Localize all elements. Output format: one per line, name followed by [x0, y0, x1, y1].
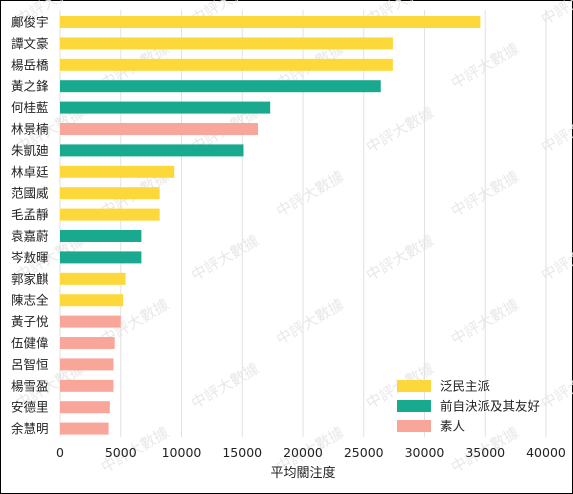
- x-tick-label: 25000: [344, 445, 384, 460]
- x-tick-label: 40000: [526, 445, 566, 460]
- bar: [60, 187, 160, 200]
- category-label: 朱凱廸: [11, 143, 49, 158]
- bar: [60, 379, 114, 392]
- legend-swatch: [397, 400, 431, 412]
- bar: [60, 251, 142, 264]
- bar: [60, 165, 175, 178]
- category-label: 岑敖暉: [11, 250, 49, 265]
- watermark-text: 中評大數據: [273, 167, 347, 220]
- category-label: 林卓廷: [11, 164, 49, 179]
- x-tick-label: 20000: [283, 445, 323, 460]
- x-axis-title: 平均關注度: [270, 465, 335, 481]
- bar: [60, 422, 109, 435]
- x-tick-labels: 0 5000 10000 15000 20000 25000 30000 35000 40000: [56, 445, 566, 460]
- category-labels: 鄺俊宇譚文豪楊岳橋黃之鋒何桂藍林景楠朱凱廸林卓廷范國威毛孟靜袁嘉蔚岑敖暉郭家麒陳…: [11, 15, 49, 437]
- x-tick-label: 0: [56, 445, 64, 460]
- bar: [60, 58, 393, 71]
- legend-swatch: [397, 420, 431, 432]
- x-tick-label: 10000: [162, 445, 202, 460]
- watermark-text: 中評大數據: [363, 103, 437, 156]
- category-label: 黃子悅: [11, 314, 49, 329]
- bar: [60, 123, 259, 135]
- category-label: 楊岳橋: [11, 57, 49, 72]
- category-label: 鄺俊宇: [11, 15, 49, 30]
- watermark-text: 中評大數據: [538, 359, 573, 412]
- category-label: 呂智恒: [11, 357, 49, 372]
- x-tick-label: 30000: [405, 445, 445, 460]
- bar: [60, 337, 115, 349]
- watermark-text: 中評大數據: [538, 103, 573, 156]
- x-tick-label: 35000: [465, 445, 505, 460]
- bar: [60, 37, 393, 50]
- watermark-text: 中評大數據: [538, 231, 573, 284]
- bar: [60, 80, 381, 93]
- watermark-text: 中評大數據: [273, 295, 347, 348]
- category-label: 袁嘉蔚: [11, 229, 49, 244]
- bar: [60, 208, 160, 221]
- legend-label: 素人: [440, 419, 466, 434]
- category-label: 楊雪盈: [11, 378, 49, 393]
- category-label: 伍健偉: [11, 336, 49, 351]
- watermark-text: 中評大數據: [188, 231, 262, 284]
- category-label: 陳志全: [11, 293, 49, 308]
- category-label: 何桂藍: [11, 100, 49, 115]
- bar: [60, 401, 110, 414]
- category-label: 余慧明: [11, 421, 49, 436]
- category-label: 郭家麒: [11, 271, 49, 286]
- x-tick-label: 15000: [222, 445, 262, 460]
- category-label: 范國威: [11, 186, 49, 201]
- bar: [60, 144, 244, 157]
- bar: [60, 315, 121, 328]
- x-tick-label: 5000: [105, 445, 137, 460]
- category-label: 黃之鋒: [11, 79, 49, 94]
- legend-label: 前自決派及其友好: [440, 399, 540, 414]
- watermark-text: 中評大數據: [188, 359, 262, 412]
- legend-swatch: [397, 380, 431, 392]
- bar: [60, 294, 124, 307]
- bar: [60, 272, 126, 285]
- category-label: 安德里: [11, 400, 49, 415]
- bar: [60, 16, 481, 28]
- category-label: 毛孟靜: [11, 207, 49, 222]
- legend-label: 泛民主派: [440, 379, 491, 394]
- bar: [60, 101, 271, 114]
- watermark-text: 中評大數據: [363, 231, 437, 284]
- category-label: 林景楠: [11, 122, 49, 137]
- bar: [60, 358, 114, 371]
- bar: [60, 230, 142, 242]
- category-label: 譚文豪: [11, 36, 49, 51]
- watermark-text: 中評大數據: [538, 0, 573, 28]
- bars: [60, 16, 481, 435]
